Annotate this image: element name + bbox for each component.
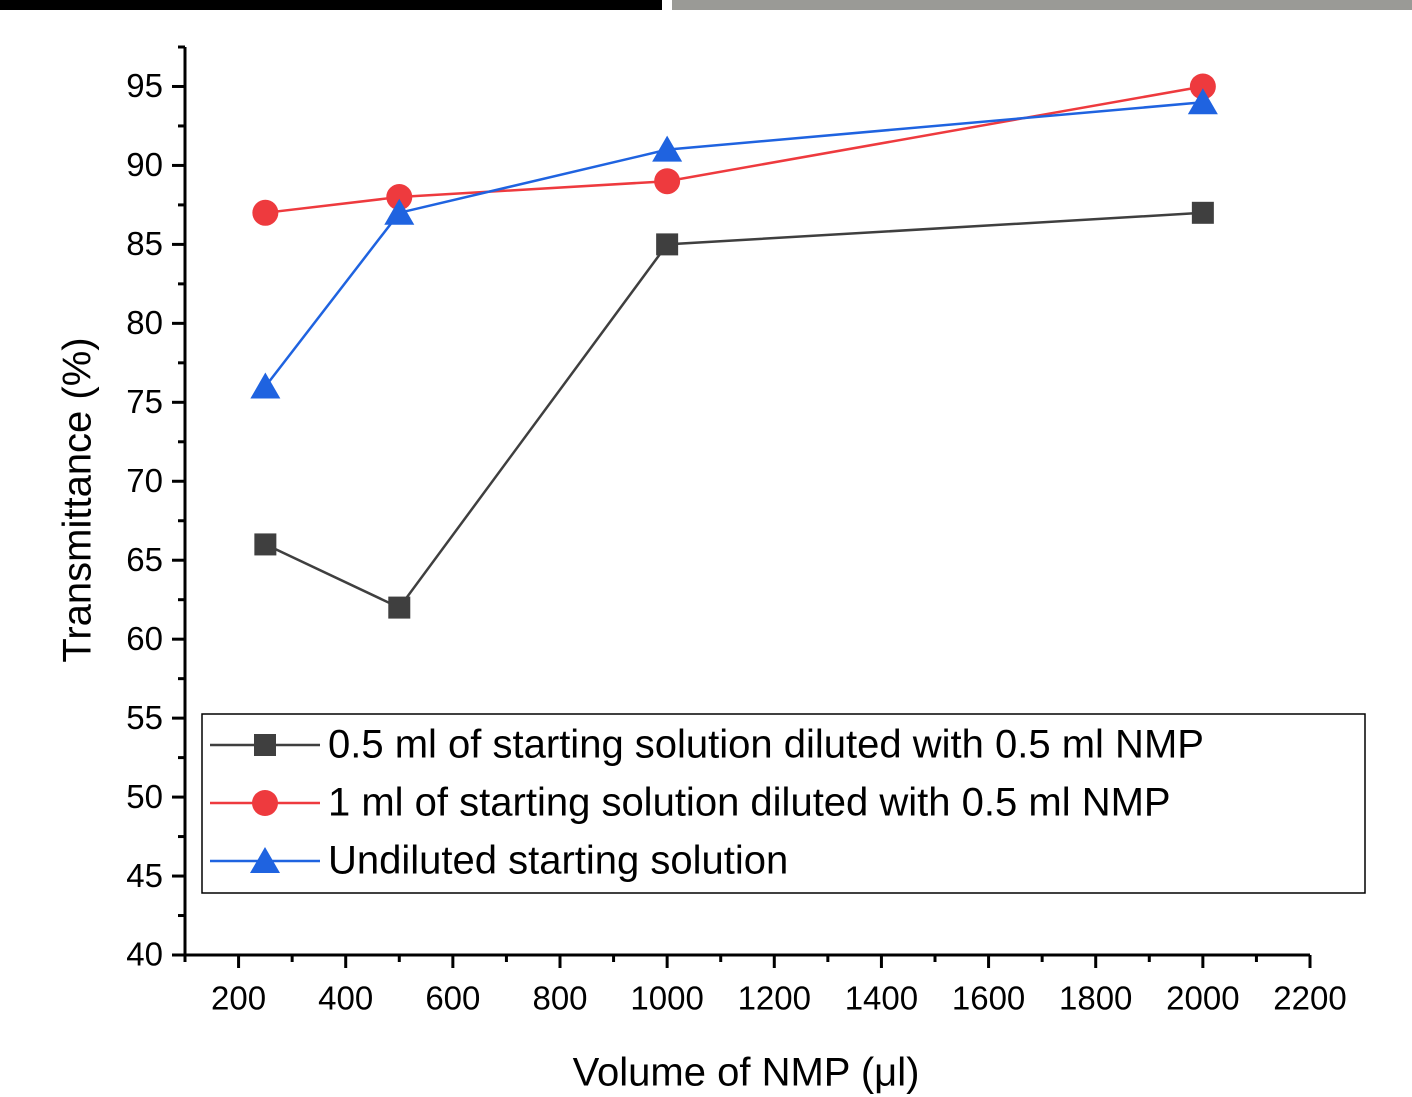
legend-label: Undiluted starting solution [328,839,788,883]
y-tick-label: 55 [126,699,163,736]
marker [254,734,276,756]
y-tick-label: 65 [126,541,163,578]
marker [252,200,278,226]
y-tick-label: 75 [126,383,163,420]
chart: Transmittance (%) Volume of NMP (μl) 40 4… [0,0,1412,1097]
x-tick-label: 2000 [1166,980,1239,1017]
x-tick-label: 1800 [1059,980,1132,1017]
marker [254,533,276,555]
x-tick-label: 1600 [952,980,1025,1017]
x-tick-label: 2200 [1273,980,1346,1017]
top-strip [0,0,662,10]
y-tick-label: 95 [126,67,163,104]
y-tick-label: 90 [126,146,163,183]
y-tick-label: 80 [126,304,163,341]
y-tick-label: 70 [126,462,163,499]
x-axis-label: Volume of NMP (μl) [573,1051,920,1095]
marker [388,597,410,619]
x-tick-label: 400 [318,980,373,1017]
x-tick-label: 600 [425,980,480,1017]
marker [1192,202,1214,224]
series-line [265,213,1203,608]
x-tick-label: 800 [532,980,587,1017]
x-tick-label: 1400 [845,980,918,1017]
top-strip [672,0,1412,10]
y-tick-label: 85 [126,225,163,262]
y-tick-label: 50 [126,778,163,815]
marker [252,790,278,816]
x-tick-label: 200 [211,980,266,1017]
marker [656,233,678,255]
y-tick-label: 45 [126,857,163,894]
series-line [265,102,1203,386]
legend-label: 1 ml of starting solution diluted with 0… [328,781,1171,825]
marker [654,168,680,194]
y-axis-label: Transmittance (%) [56,337,100,662]
x-tick-label: 1000 [630,980,703,1017]
x-tick-label: 1200 [738,980,811,1017]
marker [250,373,280,399]
y-tick-label: 40 [126,936,163,973]
y-tick-label: 60 [126,620,163,657]
legend-label: 0.5 ml of starting solution diluted with… [328,723,1204,767]
